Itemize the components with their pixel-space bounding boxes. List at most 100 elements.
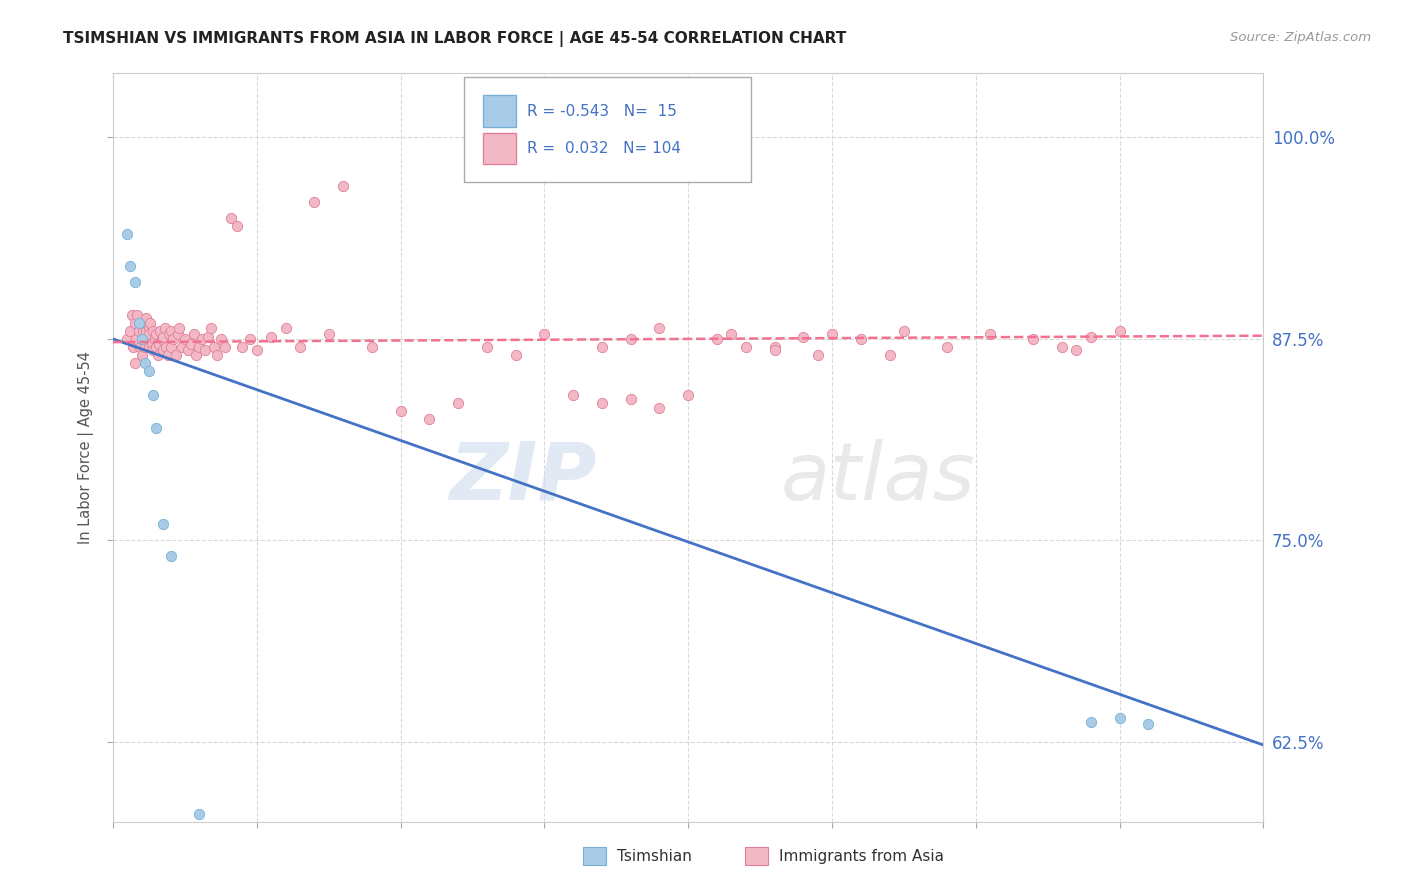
Point — [763, 340, 786, 354]
Point — [149, 324, 172, 338]
Point — [1108, 324, 1130, 338]
Point — [152, 330, 174, 344]
Point — [1080, 330, 1102, 344]
Point — [150, 332, 173, 346]
Point — [562, 388, 585, 402]
Point — [418, 412, 440, 426]
Point — [121, 308, 143, 322]
Point — [125, 332, 148, 346]
Point — [124, 276, 146, 290]
FancyBboxPatch shape — [464, 77, 751, 182]
Point — [142, 388, 165, 402]
Point — [475, 340, 498, 354]
Point — [591, 396, 613, 410]
Point — [122, 340, 145, 354]
Point — [174, 332, 197, 346]
Point — [191, 332, 214, 346]
Point — [159, 324, 181, 338]
Point — [128, 316, 150, 330]
Point — [186, 348, 208, 362]
Point — [183, 327, 205, 342]
Point — [143, 332, 166, 346]
Point — [148, 336, 170, 351]
Text: TSIMSHIAN VS IMMIGRANTS FROM ASIA IN LABOR FORCE | AGE 45-54 CORRELATION CHART: TSIMSHIAN VS IMMIGRANTS FROM ASIA IN LAB… — [63, 31, 846, 47]
Point — [132, 324, 155, 338]
Point — [138, 364, 160, 378]
Point — [197, 330, 219, 344]
Point — [202, 340, 225, 354]
Point — [135, 324, 157, 338]
Point — [135, 310, 157, 325]
Point — [648, 401, 671, 416]
Point — [146, 348, 169, 362]
Point — [131, 332, 153, 346]
Point — [128, 324, 150, 338]
Text: ZIP: ZIP — [449, 439, 596, 516]
Point — [591, 340, 613, 354]
Point — [127, 308, 149, 322]
Point — [145, 340, 167, 354]
Point — [156, 348, 179, 362]
Point — [170, 340, 193, 354]
Point — [1066, 343, 1088, 358]
Point — [155, 340, 177, 354]
Point — [246, 343, 269, 358]
Point — [1137, 717, 1160, 731]
Point — [979, 327, 1001, 342]
Point — [219, 211, 242, 225]
Point — [124, 316, 146, 330]
Point — [274, 320, 297, 334]
Point — [648, 320, 671, 334]
Point — [129, 340, 152, 354]
Point — [318, 327, 340, 342]
Point — [165, 348, 187, 362]
Point — [145, 420, 167, 434]
Point — [138, 340, 160, 354]
Point — [893, 324, 915, 338]
Point — [188, 807, 211, 822]
Point — [134, 356, 156, 370]
Point — [205, 348, 228, 362]
Text: Tsimshian: Tsimshian — [617, 849, 692, 863]
Point — [131, 332, 153, 346]
Point — [159, 340, 181, 354]
Point — [180, 336, 202, 351]
Point — [166, 327, 188, 342]
Point — [117, 227, 139, 241]
Point — [153, 320, 176, 334]
Point — [142, 343, 165, 358]
Point — [1108, 711, 1130, 725]
Text: R = -0.543   N=  15: R = -0.543 N= 15 — [527, 103, 678, 119]
Point — [120, 324, 142, 338]
Point — [214, 340, 236, 354]
Point — [188, 340, 211, 354]
Point — [139, 316, 162, 330]
Bar — [484, 95, 516, 127]
Point — [134, 332, 156, 346]
Point — [620, 392, 643, 406]
Point — [1050, 340, 1073, 354]
Point — [807, 348, 830, 362]
Bar — [583, 847, 606, 865]
Point — [124, 356, 146, 370]
Point — [134, 340, 156, 354]
Point — [676, 388, 699, 402]
Point — [821, 327, 844, 342]
Point — [209, 332, 232, 346]
Y-axis label: In Labor Force | Age 45-54: In Labor Force | Age 45-54 — [79, 351, 94, 544]
Point — [120, 260, 142, 274]
Point — [159, 549, 181, 564]
Point — [231, 340, 253, 354]
Point — [141, 336, 163, 351]
Bar — [745, 847, 768, 865]
Point — [167, 320, 190, 334]
Point — [138, 320, 160, 334]
Point — [720, 327, 742, 342]
Point — [200, 320, 222, 334]
Text: R =  0.032   N= 104: R = 0.032 N= 104 — [527, 141, 681, 156]
Point — [225, 219, 247, 233]
Point — [936, 340, 959, 354]
Point — [152, 517, 174, 532]
Point — [288, 340, 311, 354]
Point — [152, 343, 174, 358]
